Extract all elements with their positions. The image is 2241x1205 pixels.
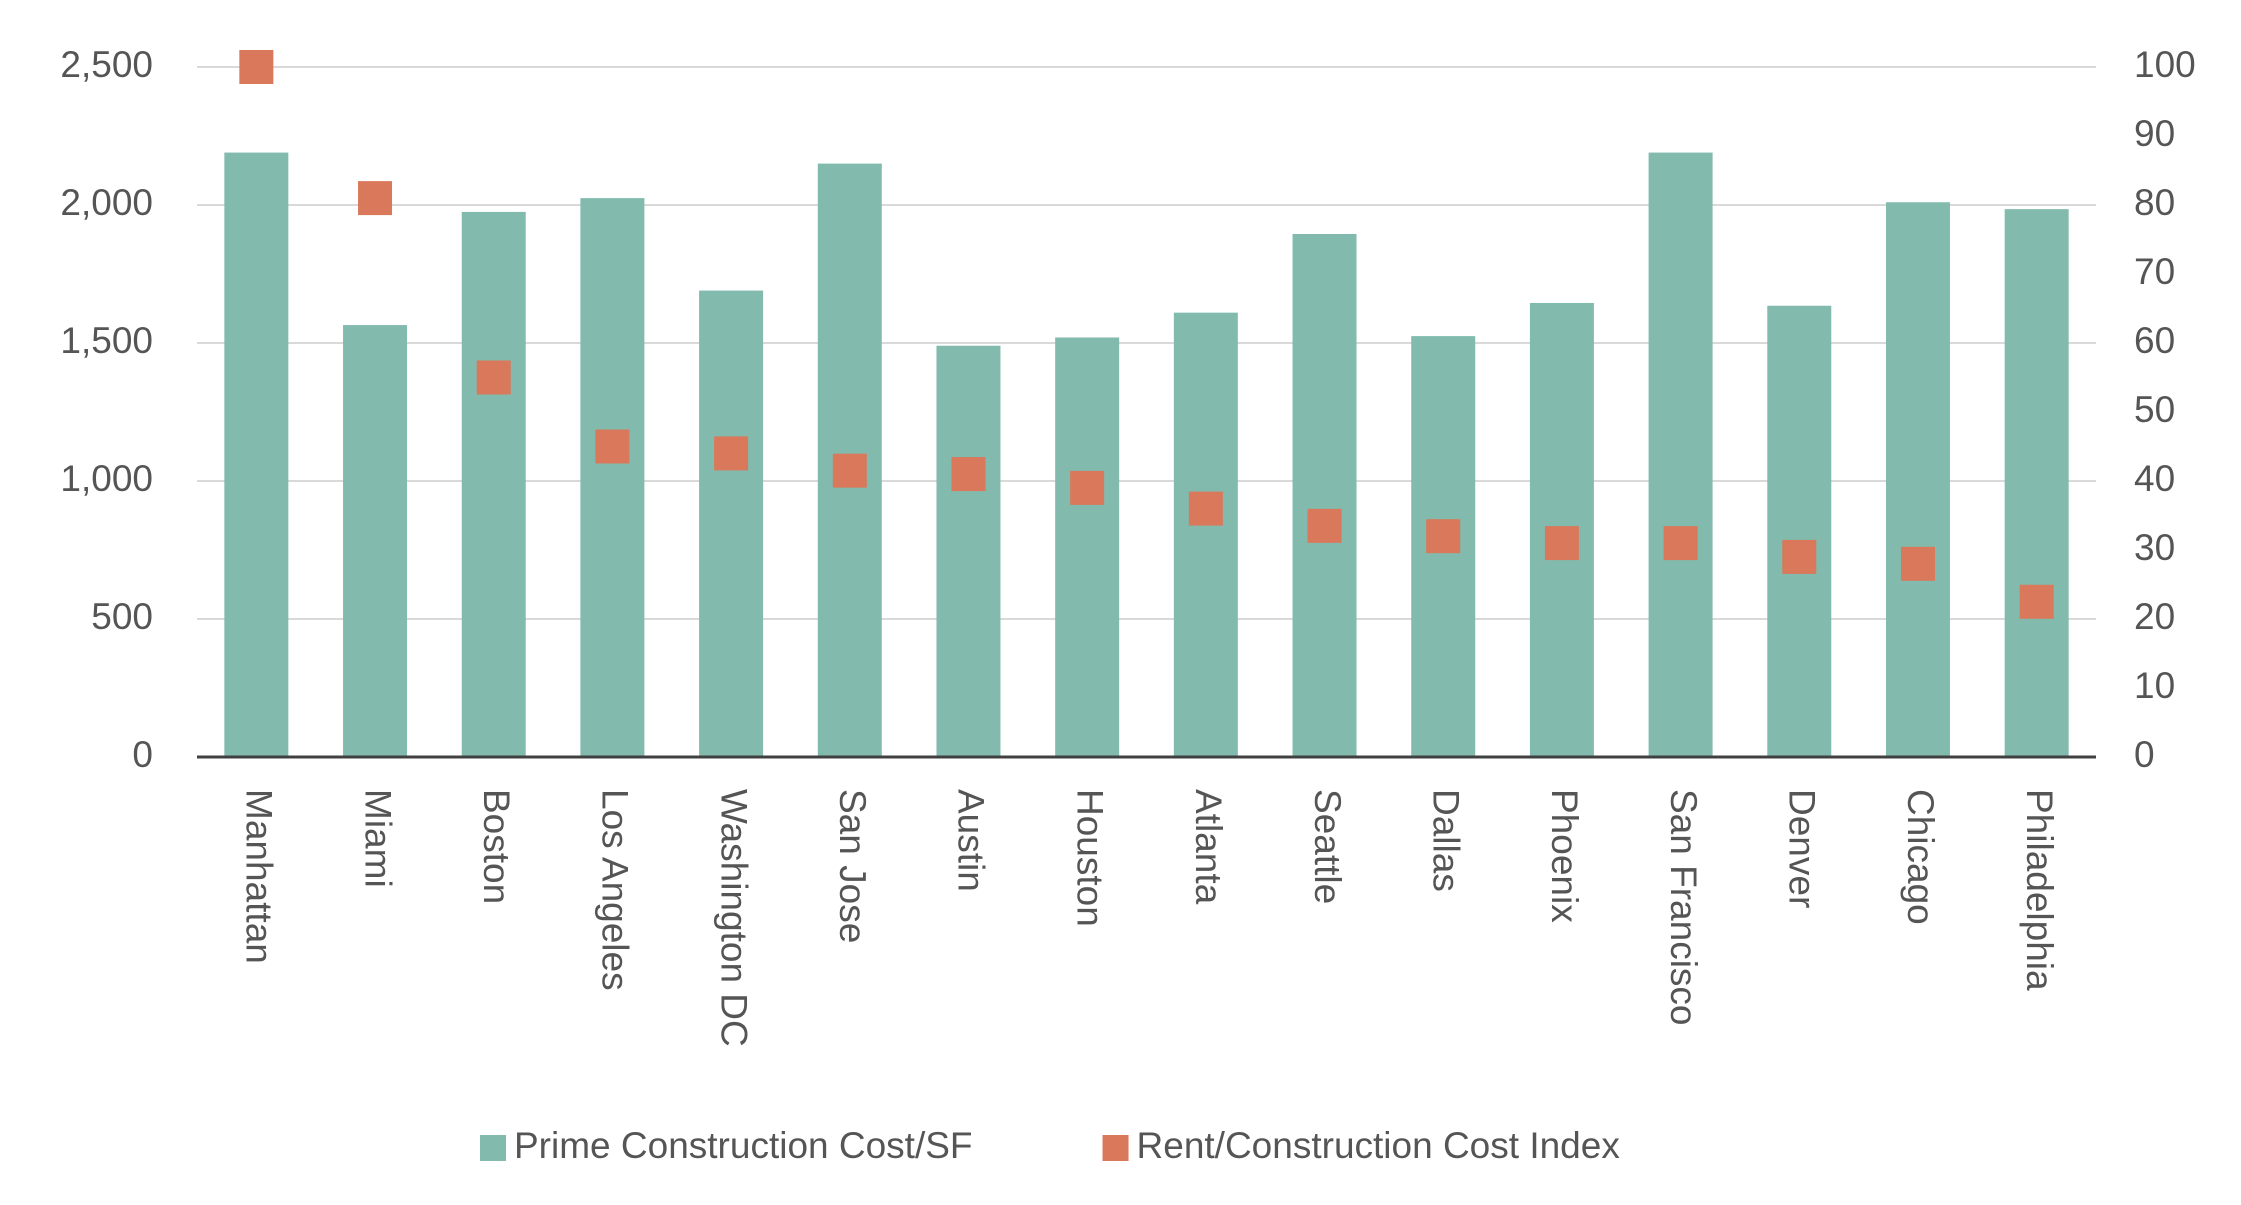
bar (1767, 305, 1832, 757)
bar (936, 345, 1001, 757)
marker (951, 457, 986, 492)
bar (699, 290, 764, 757)
y-tick-label: 2,500 (60, 44, 153, 85)
y2-tick-label: 100 (2134, 44, 2196, 85)
marker (2019, 584, 2054, 619)
legend-label: Rent/Construction Cost Index (1137, 1125, 1621, 1166)
bar (1648, 152, 1713, 757)
marker (714, 436, 749, 471)
x-tick-label: Dallas (1425, 789, 1466, 892)
x-tick-label: Washington DC (713, 789, 754, 1047)
y-tick-label: 500 (91, 596, 153, 637)
bar (1292, 233, 1357, 758)
marker (358, 181, 393, 216)
y-tick-label: 1,000 (60, 458, 153, 499)
y-tick-label: 2,000 (60, 182, 153, 223)
y2-tick-label: 90 (2134, 113, 2175, 154)
y2-tick-label: 60 (2134, 320, 2175, 361)
x-tick-label: San Jose (832, 789, 873, 943)
bar (2004, 209, 2069, 757)
x-tick-label: Austin (951, 789, 992, 892)
bar (224, 152, 289, 757)
x-tick-label: San Francisco (1663, 789, 1704, 1026)
y2-tick-label: 30 (2134, 527, 2175, 568)
y2-tick-label: 40 (2134, 458, 2175, 499)
marker (595, 429, 630, 464)
marker (1307, 508, 1342, 543)
x-tick-label: Manhattan (239, 789, 280, 964)
marker (1544, 526, 1579, 561)
y2-tick-label: 80 (2134, 182, 2175, 223)
x-tick-label: Boston (476, 789, 517, 904)
x-tick-label: Houston (1069, 789, 1110, 927)
bar (1173, 312, 1238, 757)
y2-tick-label: 70 (2134, 251, 2175, 292)
y-tick-label: 0 (132, 734, 153, 775)
x-tick-label: Phoenix (1544, 789, 1585, 923)
y2-tick-label: 20 (2134, 596, 2175, 637)
bar (1055, 337, 1120, 757)
marker (832, 453, 867, 488)
marker (1663, 526, 1698, 561)
y2-tick-label: 10 (2134, 665, 2175, 706)
marker (476, 360, 511, 395)
x-tick-label: Los Angeles (595, 789, 636, 991)
x-tick-label: Denver (1782, 789, 1823, 908)
marker (1782, 539, 1817, 574)
bar (1885, 202, 1950, 758)
legend-swatch (1102, 1135, 1129, 1161)
bar (343, 325, 408, 757)
legend-label: Prime Construction Cost/SF (514, 1125, 973, 1166)
bar (461, 211, 526, 757)
y-tick-label: 1,500 (60, 320, 153, 361)
marker (1188, 491, 1223, 526)
marker (239, 50, 274, 84)
marker (1900, 546, 1935, 581)
x-tick-label: Atlanta (1188, 789, 1229, 905)
x-tick-label: Miami (357, 789, 398, 888)
x-tick-label: Seattle (1307, 789, 1348, 904)
marker (1070, 470, 1105, 505)
y2-tick-label: 50 (2134, 389, 2175, 430)
legend-swatch (480, 1135, 506, 1161)
x-tick-label: Philadelphia (2019, 789, 2060, 991)
y2-tick-label: 0 (2134, 734, 2155, 775)
bar (580, 198, 645, 758)
x-tick-label: Chicago (1900, 789, 1941, 925)
marker (1426, 519, 1461, 554)
